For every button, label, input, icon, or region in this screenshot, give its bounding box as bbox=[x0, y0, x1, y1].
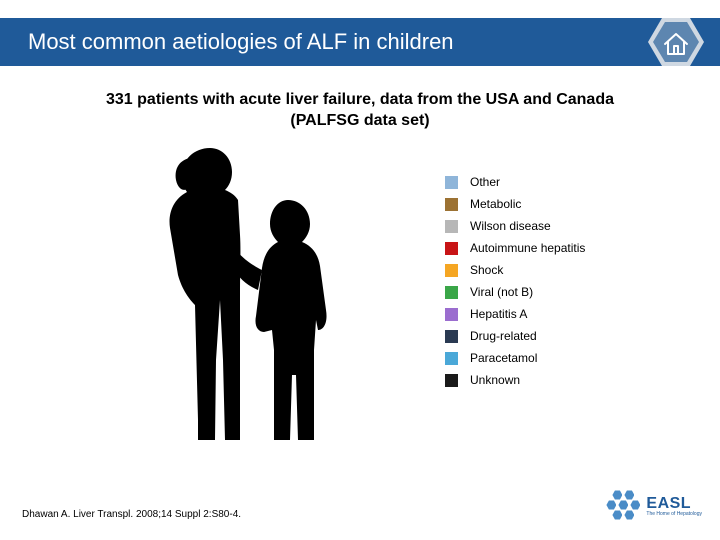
legend-swatch bbox=[445, 220, 458, 233]
legend-label: Wilson disease bbox=[470, 219, 551, 233]
legend-item: Shock bbox=[445, 263, 585, 277]
legend: Other Metabolic Wilson disease Autoimmune h… bbox=[445, 175, 585, 395]
legend-item: Autoimmune hepatitis bbox=[445, 241, 585, 255]
legend-item: Paracetamol bbox=[445, 351, 585, 365]
legend-swatch bbox=[445, 286, 458, 299]
legend-swatch bbox=[445, 264, 458, 277]
legend-label: Unknown bbox=[470, 373, 520, 387]
logo-sub: The Home of Hepatology bbox=[646, 512, 702, 517]
logo-text: EASL The Home of Hepatology bbox=[646, 496, 702, 517]
subtitle-line2: (PALFSG data set) bbox=[290, 112, 429, 129]
logo-hex-icon bbox=[604, 490, 640, 522]
legend-swatch bbox=[445, 242, 458, 255]
legend-item: Viral (not B) bbox=[445, 285, 585, 299]
page-title: Most common aetiologies of ALF in childr… bbox=[0, 29, 454, 55]
legend-label: Other bbox=[470, 175, 500, 189]
legend-item: Other bbox=[445, 175, 585, 189]
children-silhouette bbox=[140, 140, 360, 450]
subtitle-line1: 331 patients with acute liver failure, d… bbox=[106, 91, 614, 108]
legend-item: Unknown bbox=[445, 373, 585, 387]
legend-swatch bbox=[445, 352, 458, 365]
legend-item: Wilson disease bbox=[445, 219, 585, 233]
subtitle: 331 patients with acute liver failure, d… bbox=[0, 90, 720, 132]
legend-label: Drug-related bbox=[470, 329, 537, 343]
legend-swatch bbox=[445, 176, 458, 189]
legend-label: Viral (not B) bbox=[470, 285, 533, 299]
legend-item: Hepatitis A bbox=[445, 307, 585, 321]
legend-swatch bbox=[445, 330, 458, 343]
legend-label: Metabolic bbox=[470, 197, 521, 211]
legend-label: Autoimmune hepatitis bbox=[470, 241, 585, 255]
header-bar: Most common aetiologies of ALF in childr… bbox=[0, 18, 720, 66]
legend-swatch bbox=[445, 198, 458, 211]
legend-label: Paracetamol bbox=[470, 351, 537, 365]
legend-item: Metabolic bbox=[445, 197, 585, 211]
citation: Dhawan A. Liver Transpl. 2008;14 Suppl 2… bbox=[22, 509, 241, 520]
logo-main: EASL bbox=[646, 496, 702, 512]
home-icon[interactable] bbox=[648, 14, 704, 70]
legend-label: Shock bbox=[470, 263, 503, 277]
legend-item: Drug-related bbox=[445, 329, 585, 343]
legend-label: Hepatitis A bbox=[470, 307, 527, 321]
legend-swatch bbox=[445, 374, 458, 387]
legend-swatch bbox=[445, 308, 458, 321]
easl-logo: EASL The Home of Hepatology bbox=[604, 490, 702, 522]
